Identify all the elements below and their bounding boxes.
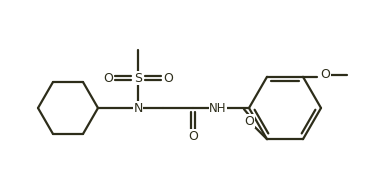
Text: O: O (103, 71, 113, 85)
Text: O: O (188, 130, 198, 142)
Text: O: O (320, 68, 330, 81)
Text: N: N (133, 102, 143, 114)
Text: O: O (163, 71, 173, 85)
Text: S: S (134, 71, 142, 85)
Text: O: O (244, 115, 254, 128)
Text: NH: NH (209, 102, 227, 114)
